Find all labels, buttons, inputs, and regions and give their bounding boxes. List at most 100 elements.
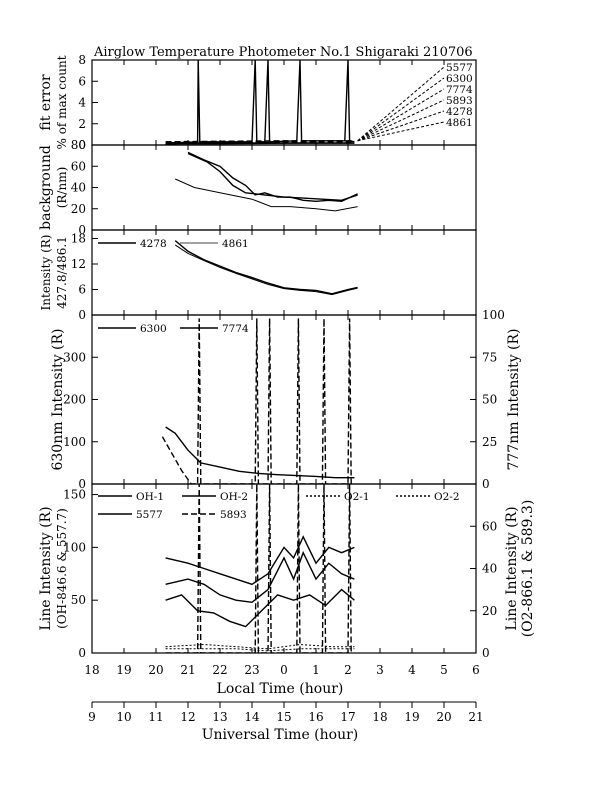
y-right-axis-sublabel: (O2-866.1 & 589.3): [520, 500, 536, 638]
panel-frame: [91, 144, 477, 231]
series-4278: [174, 240, 358, 295]
series-oh-1: [165, 535, 355, 586]
y-axis-sublabel: (OH-846.6 & 557.7): [55, 508, 69, 629]
y-right-tick-label: 0: [482, 477, 490, 491]
y-tick-label: 6: [78, 283, 86, 297]
y-tick-label: 0: [78, 646, 86, 660]
legend-label-6300: 6300: [140, 323, 167, 335]
legend-leader-7774: [357, 88, 445, 142]
series-line-2: [187, 151, 358, 203]
series-4861: [174, 244, 358, 296]
ut-axis-tick-label: 13: [212, 710, 227, 724]
y-axis-label: Intensity (R): [39, 235, 53, 311]
series-4861: [165, 142, 355, 145]
series-5893: [165, 140, 355, 143]
legend-label-5577: 5577: [446, 62, 473, 74]
legend-leader-5893: [357, 99, 445, 142]
legend-label-4278: 4278: [446, 106, 473, 118]
panel-series: [165, 484, 355, 653]
ut-axis-tick-label: 9: [88, 710, 96, 724]
y-tick-label: 0: [78, 138, 86, 152]
local-time-tick-label: 3: [376, 663, 384, 677]
ut-axis-tick-label: 14: [244, 710, 260, 724]
y-tick-label: 2: [78, 117, 86, 131]
y-axis-sublabel: (R/nm): [55, 167, 69, 209]
y-axis-label: 630nm Intensity (R): [50, 328, 66, 470]
series-oh-2: [165, 550, 355, 604]
ut-axis-tick-label: 10: [116, 710, 131, 724]
y-tick-label: 4: [78, 96, 86, 110]
local-time-tick-label: 21: [180, 663, 195, 677]
y-tick-label: 200: [63, 393, 86, 407]
series-6300: [165, 143, 355, 145]
y-tick-label: 0: [78, 308, 86, 322]
y-right-axis-label: 777nm Intensity (R): [506, 328, 522, 470]
panel-background: 0 20 40 60 80 background (R/nm): [38, 138, 477, 237]
ut-axis-tick-label: 19: [404, 710, 419, 724]
local-time-tick-label: 2: [344, 663, 352, 677]
legend-label-5893: 5893: [446, 95, 473, 107]
y-right-tick-label: 75: [482, 350, 497, 364]
ut-axis-tick-label: 20: [436, 710, 451, 724]
series-line-3: [174, 178, 358, 212]
y-tick-label: 20: [71, 202, 86, 216]
series-5893: [165, 484, 352, 653]
y-axis-label: Line Intensity (R): [38, 506, 54, 630]
universal-time-axis: 9 10 11 12 13 14 15 16 17 18 19 20 21: [88, 701, 484, 724]
y-tick-label: 40: [71, 181, 86, 195]
y-tick-label: 8: [78, 53, 86, 67]
local-time-tick-label: 6: [472, 663, 480, 677]
panel-fit-error: 0 2 4 6 8 fit error% of max count 557763007774…: [38, 53, 477, 152]
y-tick-label: 6: [78, 74, 86, 88]
panel-series: [161, 318, 355, 484]
y-tick-label: 12: [71, 257, 86, 271]
local-time-axis-label: Local Time (hour): [217, 681, 344, 697]
local-time-tick-label: 4: [408, 663, 416, 677]
ut-axis-tick-label: 21: [468, 710, 483, 724]
ut-axis-tick-label: 17: [340, 710, 355, 724]
y-right-tick-label: 40: [482, 562, 497, 576]
y-tick-label: 50: [71, 593, 86, 607]
legend-label-4861: 4861: [446, 117, 473, 129]
universal-time-axis-label: Universal Time (hour): [202, 727, 359, 743]
legend-leader-4278: [357, 110, 445, 142]
legend-label-o2-1: O2-1: [344, 491, 370, 503]
local-time-axis: 18 19 20 21 22 23 0 1 2 3 4 5 6: [84, 663, 479, 677]
local-time-tick-label: 22: [212, 663, 227, 677]
legend-label-5577: 5577: [136, 509, 163, 521]
legend-leader-5577: [357, 66, 445, 142]
y-tick-label: 100: [63, 435, 86, 449]
y-right-axis-label: Line Intensity (R): [504, 506, 520, 630]
y-tick-label: 300: [63, 350, 86, 364]
y-axis-sublabel: % of max count: [55, 55, 69, 149]
panel-series: [174, 151, 358, 212]
ut-axis-tick-label: 12: [180, 710, 195, 724]
y-right-tick-label: 20: [482, 604, 497, 618]
local-time-tick-label: 5: [440, 663, 448, 677]
local-time-tick-label: 20: [148, 663, 163, 677]
local-time-tick-label: 18: [84, 663, 99, 677]
legend-label-oh-2: OH-2: [220, 491, 248, 503]
legend-label-4278: 4278: [140, 238, 167, 250]
y-axis-sublabel: 427.8/486.1: [55, 236, 69, 309]
y-tick-label: 18: [71, 232, 86, 246]
series-7774: [161, 318, 352, 484]
panel-series: [165, 60, 355, 145]
legend-label-6300: 6300: [446, 73, 473, 85]
y-tick-label: 80: [71, 138, 86, 152]
series-5577: [165, 60, 355, 144]
ut-axis-tick-label: 18: [372, 710, 387, 724]
panel-intensity-427-486: 0 6 12 18 Intensity (R) 427.8/486.1 4278 4861: [39, 229, 477, 322]
series-line-1: [187, 152, 358, 202]
panel-frame: [91, 314, 477, 485]
legend-label-7774: 7774: [222, 323, 249, 335]
y-tick-label: 0: [78, 477, 86, 491]
chart-title: Airglow Temperature Photometer No.1 Shig…: [93, 45, 473, 60]
y-axis-label: background: [38, 145, 54, 230]
y-right-tick-label: 60: [482, 519, 497, 533]
y-tick-label: 60: [71, 159, 86, 173]
